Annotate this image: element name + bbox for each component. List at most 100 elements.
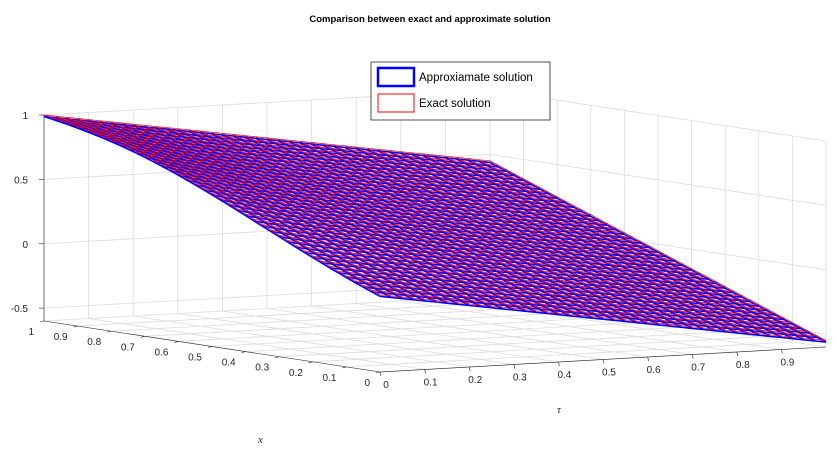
- mesh-line-tau: [311, 142, 648, 323]
- tau-tick-label: 0.4: [557, 370, 571, 381]
- tau-tick-mark: [558, 361, 560, 367]
- x-tick-label: 0.9: [54, 332, 68, 343]
- mesh-line-tau: [110, 121, 448, 302]
- x-tick-label: 1: [28, 327, 34, 338]
- tau-tick-mark: [736, 351, 739, 357]
- mesh-line-tau: [121, 122, 459, 304]
- mesh-line-tau: [300, 142, 637, 324]
- mesh-line-tau: [177, 128, 514, 309]
- mesh-line-tau: [311, 143, 648, 325]
- mesh-line-tau: [266, 137, 604, 319]
- mesh-line-tau: [300, 140, 637, 322]
- tau-tick-mark: [379, 371, 382, 377]
- z-tick-label: 1: [22, 111, 28, 122]
- x-tick-label: 0.3: [255, 363, 269, 374]
- tau-tick-label: 0.2: [468, 375, 482, 386]
- tau-tick-label: 0.8: [736, 360, 750, 371]
- x-tick-mark: [375, 371, 381, 374]
- mesh-line-tau: [333, 144, 671, 325]
- mesh-line-tau: [445, 155, 782, 337]
- approximate-solution-mesh: [43, 115, 827, 343]
- mesh-line-tau: [244, 136, 582, 318]
- legend-swatch-approx: [376, 66, 416, 88]
- floor-grid-line-tau: [356, 303, 693, 355]
- mesh-line-tau: [199, 131, 537, 314]
- x-tick-label: 0: [364, 378, 370, 389]
- mesh-line-tau: [322, 143, 659, 324]
- mesh-line-tau: [155, 127, 492, 309]
- mesh-line-tau: [177, 129, 515, 311]
- floor-grid-line-tau: [88, 318, 425, 370]
- mesh-line-tau: [288, 140, 626, 323]
- mesh-line-tau: [456, 157, 793, 338]
- mesh-line-tau: [133, 123, 470, 305]
- mesh-line-tau: [166, 128, 503, 310]
- mesh-line-tau: [467, 158, 804, 339]
- mesh-line-tau: [277, 139, 615, 322]
- mesh-line-tau: [478, 159, 815, 340]
- mesh-line-tau: [88, 119, 425, 300]
- x-tick-label: 0.8: [87, 337, 101, 348]
- legend-label-approx: Approxiamate solution: [419, 72, 533, 84]
- mesh-line-tau: [233, 134, 570, 315]
- z-tick-label: -0.5: [11, 304, 29, 315]
- z-tick-label: 0: [22, 240, 28, 251]
- mesh-line-tau: [155, 126, 492, 307]
- x-tick-label: 0.4: [222, 358, 236, 369]
- legend-swatch-exact: [377, 93, 415, 113]
- mesh-line-tau: [367, 147, 704, 329]
- legend-label-exact: Exact solution: [419, 98, 491, 110]
- x-tick-label: 0.6: [154, 347, 168, 358]
- floor-grid-line-tau: [133, 315, 470, 368]
- mesh-line-tau: [489, 160, 827, 341]
- tau-tick-label: 0.5: [602, 368, 616, 379]
- mesh-line-tau: [77, 119, 414, 301]
- mesh-line-tau: [222, 134, 559, 316]
- tau-tick-mark: [691, 354, 694, 359]
- floor-grid-line-tau: [266, 308, 604, 360]
- mesh-line-tau: [400, 151, 737, 332]
- x-tick-label: 0.7: [121, 342, 135, 353]
- mesh-line-tau: [99, 120, 436, 301]
- mesh-line-tau: [266, 138, 604, 320]
- tick-labels: 0 0.1 0.2 0.3 0.4 0.5 0.6 0.7 0.8 0.9 1 0 0.1 0.2 0.3 0…: [11, 111, 795, 391]
- tau-tick-mark: [513, 364, 516, 369]
- tau-tick-mark: [781, 349, 783, 354]
- x-tick-label: 0.1: [322, 373, 336, 384]
- mesh-line-tau: [188, 129, 526, 310]
- x-tick-label: 0.5: [188, 353, 202, 364]
- x-tick-mark: [73, 325, 78, 328]
- tau-tick-label: 0.3: [513, 373, 527, 384]
- mesh-line-tau: [132, 124, 470, 307]
- x-tick-label: 0.2: [289, 368, 303, 379]
- mesh-line-tau: [255, 137, 593, 319]
- legend: Approxiamate solution Exact solution: [370, 61, 551, 121]
- mesh-line-tau: [434, 154, 771, 336]
- mesh-line-tau: [43, 115, 381, 298]
- tau-tick-mark: [424, 369, 426, 374]
- mesh-line-tau: [422, 153, 760, 335]
- mesh-line-tau: [445, 157, 782, 339]
- mesh-line-tau: [467, 159, 805, 341]
- tau-tick-label: 0.6: [647, 365, 661, 376]
- mesh-line-tau: [166, 127, 503, 308]
- mesh-line-tau: [88, 120, 425, 302]
- mesh-line-tau: [211, 131, 548, 313]
- mesh-line-tau: [77, 118, 414, 299]
- mesh-line-tau: [244, 135, 581, 316]
- mesh-line-tau: [378, 149, 715, 330]
- tau-tick-mark: [468, 366, 471, 372]
- floor-grid-line-tau: [400, 300, 737, 353]
- mesh-line-tau: [66, 116, 403, 298]
- mesh-line-tau: [222, 132, 559, 314]
- x-tick-mark: [308, 361, 313, 364]
- mesh-line-tau: [277, 138, 615, 320]
- x-tick-mark: [275, 356, 280, 358]
- floor-grid-line-tau: [177, 313, 514, 365]
- mesh-line-tau: [333, 145, 671, 327]
- mesh-line-tau: [144, 124, 481, 306]
- x-tick-mark: [241, 351, 246, 353]
- mesh-line-tau: [389, 151, 727, 333]
- tau-tick-mark: [647, 356, 649, 362]
- mesh-line-tau: [289, 139, 626, 321]
